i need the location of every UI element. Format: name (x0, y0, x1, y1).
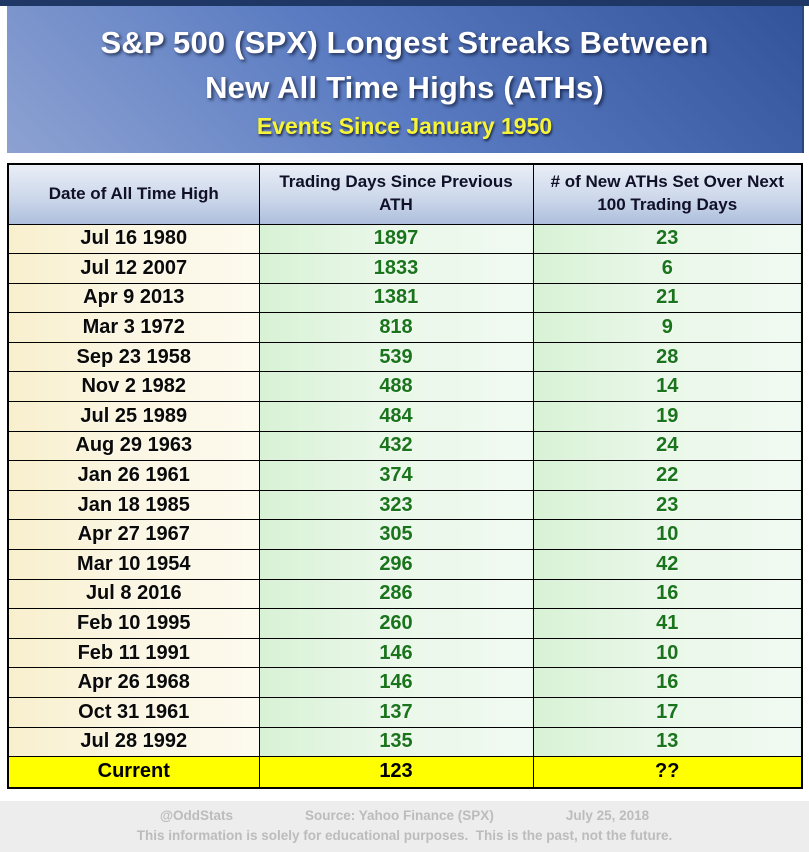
table-row: Oct 31 1961 137 17 (7, 697, 803, 728)
trading-days-cell: 432 (258, 430, 534, 462)
table-row: Jul 8 2016 286 16 (7, 578, 803, 610)
ath-streaks-table: Date of All Time High Trading Days Since… (7, 163, 803, 789)
trading-days-cell: 374 (258, 460, 534, 491)
next-aths-cell: 16 (532, 578, 803, 610)
next-aths-cell: 6 (532, 253, 803, 284)
trading-days-cell: 484 (258, 401, 534, 432)
table-row: Apr 9 2013 1381 21 (7, 282, 803, 314)
table-row: Nov 2 1982 488 14 (7, 371, 803, 403)
next-aths-cell: 23 (532, 489, 803, 521)
next-aths-cell: 10 (532, 519, 803, 551)
page-title: S&P 500 (SPX) Longest Streaks Between Ne… (100, 21, 708, 109)
trading-days-cell: 488 (258, 371, 534, 403)
page-title-line1: S&P 500 (SPX) Longest Streaks Between (100, 25, 709, 61)
page-title-line2: New All Time Highs (ATHs) (205, 69, 604, 105)
trading-days-cell: 146 (258, 667, 534, 698)
next-aths-cell: 28 (532, 341, 803, 373)
table-row: Jan 26 1961 374 22 (7, 460, 803, 491)
date-cell: Sep 23 1958 (7, 341, 260, 373)
table-body: Jul 16 1980 1897 23 Jul 12 2007 1833 6 A… (7, 223, 803, 758)
next-aths-cell: 16 (532, 667, 803, 698)
date-cell: Jul 25 1989 (7, 401, 260, 432)
date-cell: Mar 3 1972 (7, 312, 260, 343)
trading-days-cell: 296 (258, 549, 534, 580)
date-cell: Jul 12 2007 (7, 253, 260, 284)
table-row: Mar 3 1972 818 9 (7, 312, 803, 343)
table-row: Jul 28 1992 135 13 (7, 726, 803, 758)
table-row: Apr 27 1967 305 10 (7, 519, 803, 551)
header-row: Date of All Time High Trading Days Since… (7, 163, 803, 225)
trading-days-cell: 818 (258, 312, 534, 343)
table-row: Aug 29 1963 432 24 (7, 430, 803, 462)
current-row: Current 123 ?? (7, 756, 803, 789)
trading-days-cell: 1381 (258, 282, 534, 314)
date-cell: Mar 10 1954 (7, 549, 260, 580)
date-cell: Feb 11 1991 (7, 637, 260, 669)
footer-date: July 25, 2018 (565, 807, 650, 823)
title-banner: S&P 500 (SPX) Longest Streaks Between Ne… (7, 6, 804, 153)
banner-top-strip (0, 0, 809, 6)
column-header-new-aths: # of New ATHs Set Over Next 100 Trading … (532, 163, 803, 225)
trading-days-cell: 1833 (258, 253, 534, 284)
next-aths-cell: 22 (532, 460, 803, 491)
next-aths-cell: 9 (532, 312, 803, 343)
trading-days-cell: 305 (258, 519, 534, 551)
table-row: Sep 23 1958 539 28 (7, 341, 803, 373)
next-aths-cell: 42 (532, 549, 803, 580)
footer-source: Source: Yahoo Finance (SPX) (305, 807, 494, 823)
table-header: Date of All Time High Trading Days Since… (7, 163, 803, 225)
date-cell: Apr 9 2013 (7, 282, 260, 314)
table-row: Jul 12 2007 1833 6 (7, 253, 803, 284)
current-label-cell: Current (7, 756, 260, 789)
trading-days-cell: 135 (258, 726, 534, 758)
date-cell: Jan 26 1961 (7, 460, 260, 491)
footer-handle: @OddStats (159, 807, 234, 823)
next-aths-cell: 19 (532, 401, 803, 432)
next-aths-cell: 14 (532, 371, 803, 403)
date-cell: Jul 8 2016 (7, 578, 260, 610)
next-aths-cell: 10 (532, 637, 803, 669)
date-cell: Nov 2 1982 (7, 371, 260, 403)
table-row: Feb 11 1991 146 10 (7, 637, 803, 669)
next-aths-cell: 21 (532, 282, 803, 314)
footer: @OddStats Source: Yahoo Finance (SPX) Ju… (0, 800, 809, 852)
next-aths-cell: 23 (532, 223, 803, 255)
trading-days-cell: 146 (258, 637, 534, 669)
table-row: Jul 16 1980 1897 23 (7, 223, 803, 255)
next-aths-cell: 13 (532, 726, 803, 758)
table-row: Jul 25 1989 484 19 (7, 401, 803, 432)
column-header-date: Date of All Time High (7, 163, 260, 225)
table-row: Jan 18 1985 323 23 (7, 489, 803, 521)
current-days-cell: 123 (258, 756, 534, 789)
date-cell: Jan 18 1985 (7, 489, 260, 521)
date-cell: Oct 31 1961 (7, 697, 260, 728)
page-subtitle: Events Since January 1950 (256, 112, 553, 139)
date-cell: Apr 27 1967 (7, 519, 260, 551)
date-cell: Jul 28 1992 (7, 726, 260, 758)
next-aths-cell: 24 (532, 430, 803, 462)
trading-days-cell: 323 (258, 489, 534, 521)
table-row: Mar 10 1954 296 42 (7, 549, 803, 580)
date-cell: Feb 10 1995 (7, 608, 260, 639)
table-footer-body: Current 123 ?? (7, 756, 803, 789)
column-header-trading-days: Trading Days Since Previous ATH (258, 163, 534, 225)
trading-days-cell: 539 (258, 341, 534, 373)
table-row: Feb 10 1995 260 41 (7, 608, 803, 639)
date-cell: Jul 16 1980 (7, 223, 260, 255)
trading-days-cell: 1897 (258, 223, 534, 255)
current-next-aths-cell: ?? (532, 756, 803, 789)
next-aths-cell: 41 (532, 608, 803, 639)
table-row: Apr 26 1968 146 16 (7, 667, 803, 698)
footer-disclaimer: This information is solely for education… (136, 827, 673, 843)
trading-days-cell: 286 (258, 578, 534, 610)
footer-credits: @OddStats Source: Yahoo Finance (SPX) Ju… (0, 808, 809, 823)
next-aths-cell: 17 (532, 697, 803, 728)
trading-days-cell: 260 (258, 608, 534, 639)
trading-days-cell: 137 (258, 697, 534, 728)
date-cell: Apr 26 1968 (7, 667, 260, 698)
date-cell: Aug 29 1963 (7, 430, 260, 462)
